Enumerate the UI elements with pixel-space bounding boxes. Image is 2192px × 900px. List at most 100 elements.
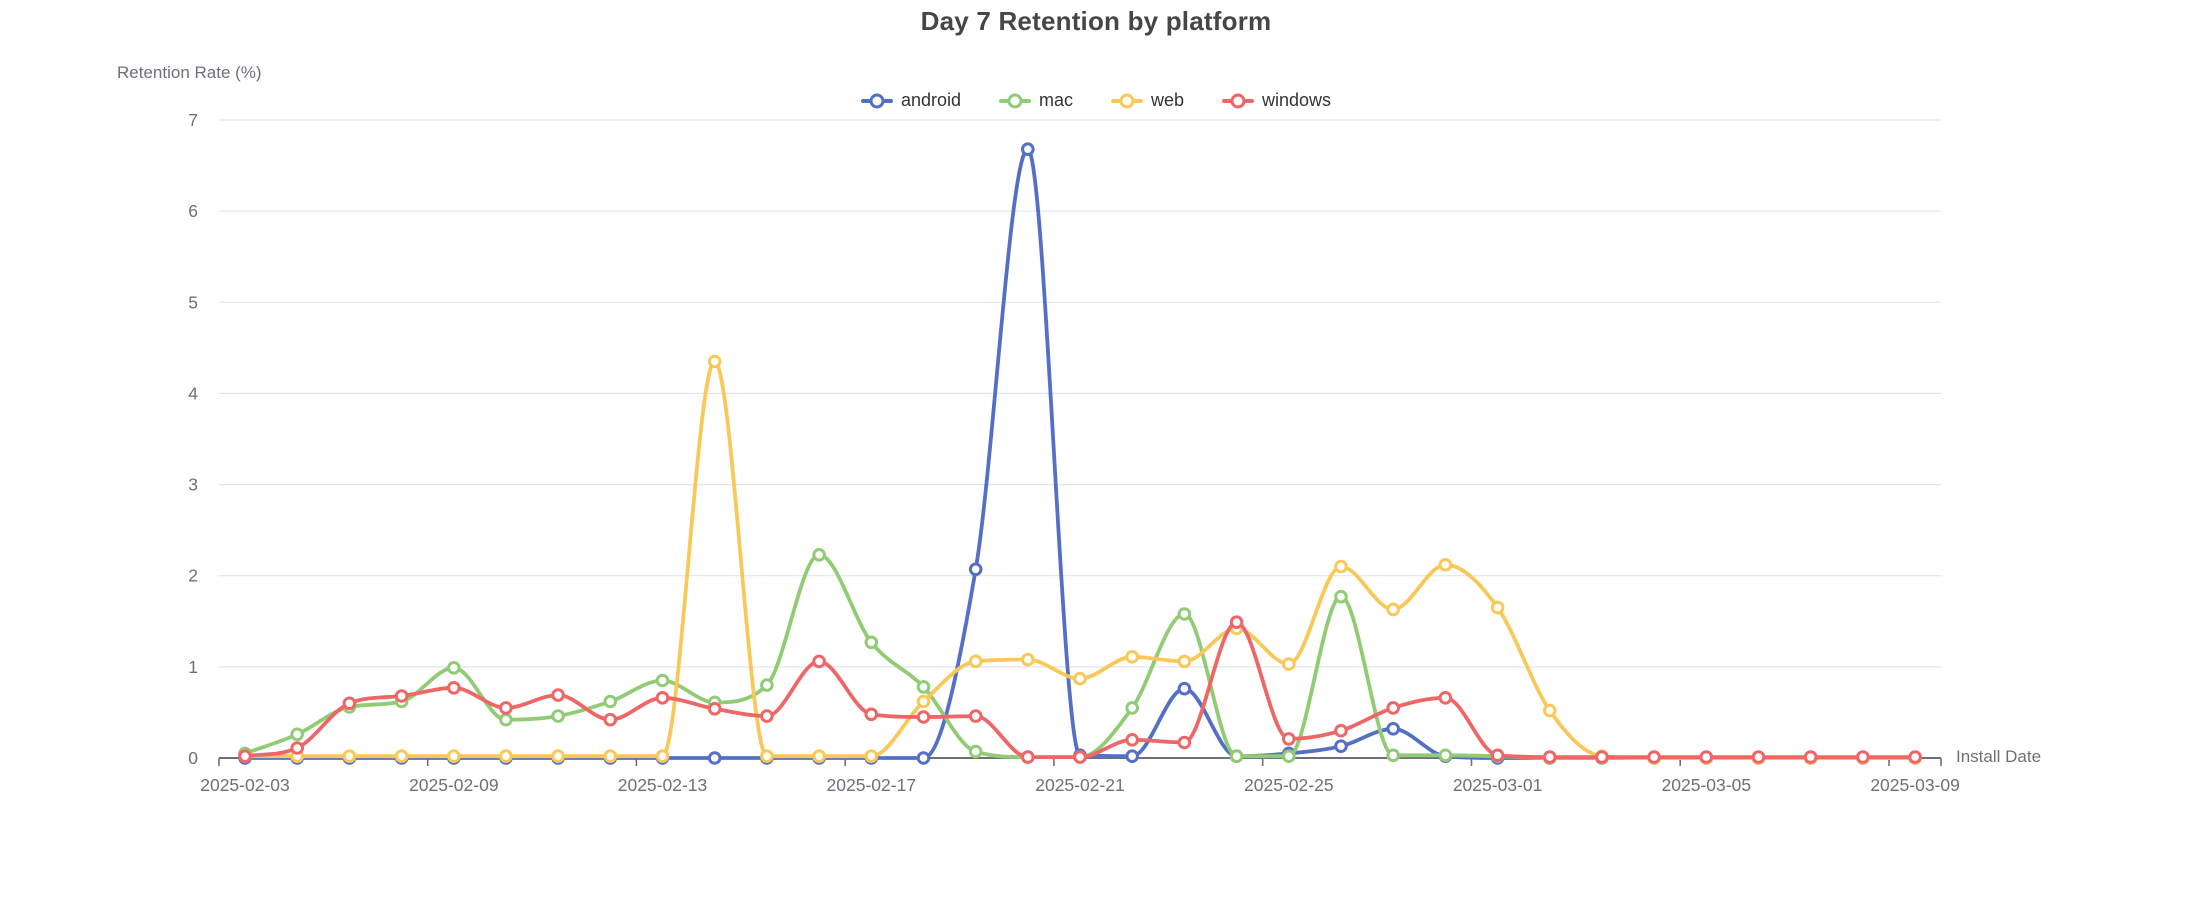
data-point-marker (551, 749, 565, 764)
series-windows[interactable] (238, 615, 1922, 764)
data-point-marker (1438, 748, 1453, 763)
data-point-marker (968, 744, 983, 759)
data-point-marker (916, 710, 931, 724)
data-point-marker (1751, 750, 1766, 764)
series-line-web (243, 359, 1917, 760)
x-tick-label: 2025-03-05 (1662, 775, 1752, 795)
data-point-marker (1438, 558, 1453, 572)
data-point-marker (551, 709, 565, 723)
data-point-marker (1125, 650, 1139, 664)
data-point-marker (1647, 750, 1661, 764)
data-point-marker (655, 749, 670, 764)
data-point-marker (916, 694, 931, 709)
data-point-marker (1438, 691, 1453, 705)
data-point-marker (1282, 749, 1296, 764)
series-line-mac (243, 552, 1917, 760)
data-point-marker (707, 751, 722, 765)
legend-item-android[interactable]: android (860, 90, 961, 111)
data-point-marker (1125, 733, 1139, 747)
data-point-marker (1177, 607, 1192, 621)
data-point-marker (290, 727, 305, 742)
chart-legend: android mac web windows (0, 90, 2192, 111)
legend-item-mac[interactable]: mac (998, 90, 1073, 111)
legend-item-web[interactable]: web (1111, 90, 1184, 111)
x-tick-label: 2025-02-25 (1244, 775, 1334, 795)
legend-label-windows: windows (1262, 90, 1332, 110)
data-point-marker (1490, 748, 1505, 763)
data-point-marker (551, 688, 565, 702)
series-android[interactable] (238, 142, 1922, 765)
y-tick-label: 1 (188, 657, 198, 677)
y-tick-label: 7 (188, 110, 198, 130)
data-point-marker (1021, 142, 1035, 156)
data-point-marker (655, 691, 670, 705)
chart-title: Day 7 Retention by platform (920, 6, 1272, 36)
data-point-marker (1334, 589, 1348, 604)
data-point-marker (1177, 735, 1192, 750)
series-mac[interactable] (238, 548, 1922, 765)
data-point-marker (499, 712, 513, 727)
data-point-marker (1334, 739, 1348, 754)
data-point-marker (968, 654, 983, 669)
data-point-marker (499, 749, 513, 764)
data-point-marker (1543, 703, 1557, 718)
y-tick-label: 4 (188, 383, 198, 403)
data-point-marker (1282, 732, 1296, 746)
x-tick-label: 2025-02-03 (200, 775, 290, 795)
x-tick-label: 2025-02-13 (618, 775, 708, 795)
windows-legend-marker-icon (1222, 92, 1255, 110)
mac-legend-marker-icon (998, 92, 1031, 110)
data-point-marker (1595, 750, 1609, 764)
data-point-marker (342, 696, 357, 711)
legend-label-android: android (900, 90, 961, 110)
data-point-marker (1125, 749, 1139, 764)
data-point-marker (1229, 749, 1244, 764)
android-legend-marker-icon (860, 92, 893, 110)
data-point-marker (760, 749, 774, 764)
legend-item-windows[interactable]: windows (1222, 90, 1331, 111)
y-tick-label: 3 (188, 475, 198, 495)
y-tick-label: 5 (188, 292, 198, 312)
data-point-marker (707, 702, 722, 716)
data-point-marker (812, 749, 826, 764)
data-point-marker (916, 751, 931, 765)
data-point-marker (760, 709, 774, 723)
data-point-marker (1386, 722, 1400, 736)
y-axis-title: Retention Rate (%) (117, 63, 262, 82)
data-point-marker (655, 673, 670, 688)
data-point-marker (812, 654, 826, 669)
data-point-marker (1177, 681, 1192, 696)
data-point-marker (864, 707, 879, 722)
y-tick-label: 0 (188, 748, 198, 768)
data-point-marker (342, 749, 357, 764)
data-point-marker (968, 709, 983, 723)
data-point-marker (1021, 750, 1035, 764)
y-tick-label: 2 (188, 566, 198, 586)
data-point-marker (1282, 657, 1296, 671)
data-point-marker (1856, 750, 1870, 764)
data-point-marker (1543, 750, 1557, 764)
data-point-marker (968, 562, 983, 577)
x-tick-label: 2025-02-21 (1035, 775, 1125, 795)
data-point-marker (603, 749, 618, 764)
data-point-marker (760, 678, 774, 692)
legend-label-mac: mac (1038, 90, 1073, 110)
data-point-marker (1021, 652, 1035, 667)
x-tick-label: 2025-02-17 (827, 775, 917, 795)
x-tick-label: 2025-02-09 (409, 775, 499, 795)
data-point-marker (812, 548, 826, 562)
data-point-marker (1073, 750, 1087, 764)
data-point-marker (1386, 748, 1400, 763)
data-point-marker (394, 749, 409, 764)
data-point-marker (1177, 654, 1192, 669)
data-point-marker (1229, 615, 1244, 630)
data-point-marker (447, 749, 461, 764)
data-point-marker (603, 712, 618, 727)
data-point-marker (499, 701, 513, 715)
data-point-marker (447, 661, 461, 675)
data-point-marker (1073, 671, 1087, 686)
data-point-marker (916, 680, 931, 694)
data-point-marker (1334, 559, 1348, 574)
